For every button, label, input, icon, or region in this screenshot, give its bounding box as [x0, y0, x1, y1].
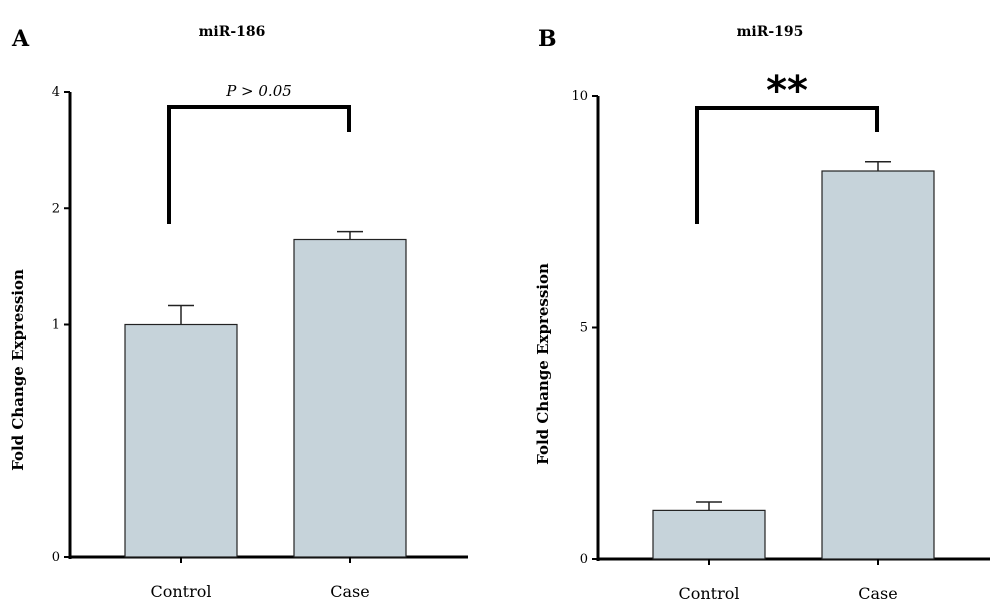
y-tick-label: 5	[580, 321, 588, 336]
bar	[821, 170, 935, 560]
category-label: Case	[330, 582, 369, 601]
y-tick-label: 10	[571, 89, 588, 104]
significance-bracket	[167, 105, 351, 224]
bar	[652, 509, 766, 560]
y-axis-label: Fold Change Expression	[534, 263, 552, 465]
panel-b-chart: B miR-195 Fold Change Expression 0 5 10 Con…	[534, 24, 990, 603]
bar	[293, 238, 407, 558]
y-tick-label: 1	[52, 318, 60, 333]
category-label: Control	[150, 582, 211, 601]
chart-title: miR-195	[737, 24, 804, 40]
y-tick-label: 0	[580, 552, 588, 567]
significance-label: P > 0.05	[225, 82, 292, 100]
category-label: Case	[858, 584, 897, 603]
panel-letter: A	[11, 26, 30, 52]
significance-bracket	[695, 106, 879, 224]
y-tick-label: 0	[52, 550, 60, 565]
y-axis-label: Fold Change Expression	[9, 269, 27, 471]
bar	[124, 323, 238, 558]
panel-letter: B	[538, 26, 557, 52]
y-tick-label: 4	[52, 85, 60, 100]
panel-a-chart: A miR-186 Fold Change Expression 0 1 2 4 Con…	[9, 24, 468, 601]
chart-title: miR-186	[199, 24, 266, 40]
y-tick-label: 2	[52, 201, 60, 216]
category-label: Control	[678, 584, 739, 603]
significance-label: **	[766, 68, 808, 114]
